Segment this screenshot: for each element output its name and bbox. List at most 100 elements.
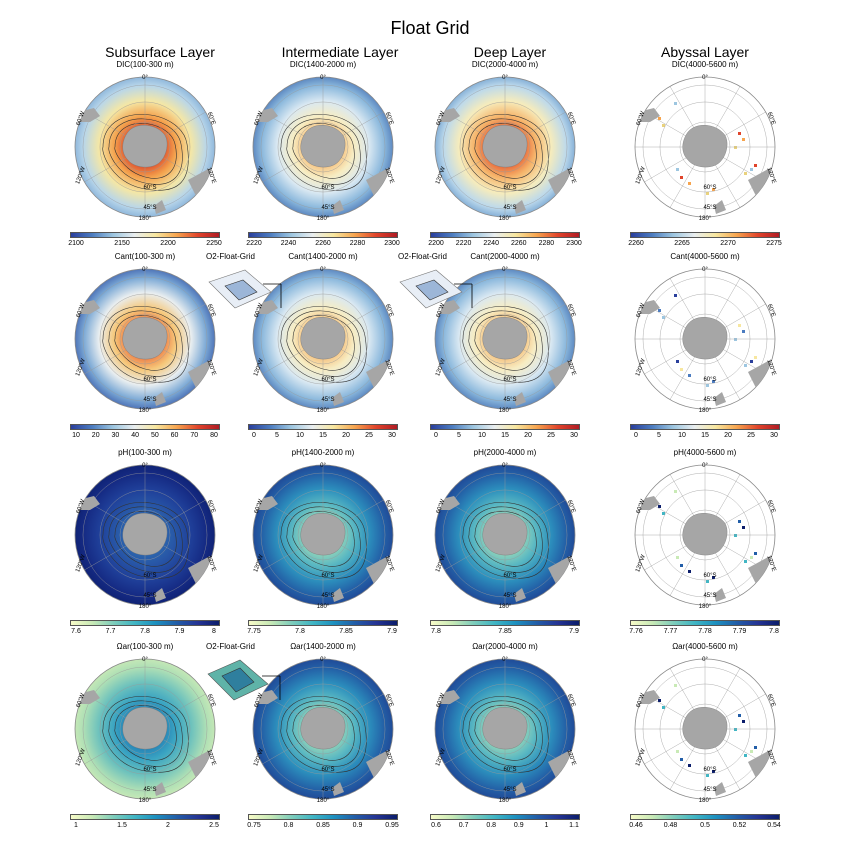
- colorbar-tick-label: 0.9: [513, 822, 524, 829]
- panel-label: Cant(100-300 m): [114, 252, 176, 261]
- float-grid-cell: [662, 706, 665, 709]
- meridian-label-120e: 120°E: [205, 749, 216, 766]
- latitude-label-60s: 60°S: [321, 573, 334, 579]
- colorbar: 2200 2220 2240 2260 2280 2300: [428, 232, 582, 256]
- meridian-label-120e: 120°E: [205, 167, 216, 184]
- polar-map: 0° 180° 60°W 120°W 60°E 120°E 60°S 45°S: [634, 463, 777, 610]
- colorbar-tick-label: 0.52: [732, 822, 747, 829]
- meridian-label-0: 0°: [502, 463, 508, 469]
- float-grid-cell: [742, 720, 745, 723]
- float-grid-cell: [734, 338, 737, 341]
- colorbar: 1 1.5 2 2.5: [70, 814, 220, 838]
- colorbar-gradient: [430, 232, 580, 238]
- antarctica-landmass: [122, 125, 168, 168]
- polar-map: 0° 180° 60°W 120°W 60°E 120°E 60°S 45°S: [252, 267, 395, 414]
- meridian-label-0: 0°: [502, 75, 508, 81]
- colorbar-tick-label: 5: [457, 432, 461, 439]
- polar-map: 0° 180° 60°W 120°W 60°E 120°E 60°S 45°S: [634, 75, 777, 222]
- new-zealand-landmass: [714, 782, 726, 796]
- meridian-label-120e: 120°E: [565, 167, 576, 184]
- polar-map: 0° 180° 60°W 120°W 60°E 120°E 60°S 45°S: [434, 75, 577, 222]
- meridian-label-0: 0°: [502, 267, 508, 273]
- panel-label: DIC(100-300 m): [116, 60, 174, 69]
- front-contour: [292, 123, 355, 179]
- antarctica-landmass: [482, 513, 528, 556]
- meridian-label-180: 180°: [317, 408, 330, 414]
- meridian-label-60e: 60°E: [384, 303, 394, 317]
- column-header-deep: Deep Layer: [473, 44, 547, 60]
- colorbar-tick-label: 2100: [68, 240, 84, 247]
- float-grid-cell: [738, 132, 741, 135]
- panel-label: Ωar(100-300 m): [116, 642, 174, 651]
- new-zealand-landmass: [332, 200, 344, 214]
- meridian-label-120w: 120°W: [435, 554, 447, 573]
- colorbar-tick-label: 25: [747, 432, 755, 439]
- colorbar-tick-label: 0.54: [767, 822, 781, 829]
- colorbar-tick-label: 0.9: [352, 822, 363, 829]
- float-grid-cell: [706, 192, 709, 195]
- meridian-label-60e: 60°E: [206, 499, 216, 513]
- meridian-label-60e: 60°E: [384, 693, 394, 707]
- colorbar: 2220 2240 2260 2280 2300: [246, 232, 400, 256]
- latitude-label-60s: 60°S: [703, 573, 716, 579]
- meridian-label-60w: 60°W: [636, 302, 647, 318]
- meridian-label-180: 180°: [139, 216, 152, 222]
- meridian-label-0: 0°: [320, 267, 326, 273]
- meridian-label-60w: 60°W: [254, 302, 265, 318]
- meridian-label-180: 180°: [139, 798, 152, 804]
- float-grid-cell: [750, 360, 753, 363]
- latitude-label-60s: 60°S: [321, 185, 334, 191]
- float-grid-cell: [750, 750, 753, 753]
- colorbar-tick-label: 2240: [483, 240, 499, 247]
- float-grid-cell: [712, 770, 715, 773]
- front-contour: [108, 310, 183, 377]
- colorbar-tick-label: 30: [388, 432, 396, 439]
- meridian-label-0: 0°: [702, 657, 708, 663]
- float-grid-cell: [662, 124, 665, 127]
- colorbar-tick-label: 7.85: [339, 628, 353, 635]
- front-contour: [108, 700, 183, 767]
- polar-map: 0° 180° 60°W 120°W 60°E 120°E 60°S 45°S: [434, 267, 577, 414]
- latitude-label-60s: 60°S: [143, 185, 156, 191]
- meridian-label-180: 180°: [699, 604, 712, 610]
- antarctica-landmass: [122, 513, 168, 556]
- float-grid-cell: [754, 356, 757, 359]
- colorbar: 0.6 0.7 0.8 0.9 1 1.1: [430, 814, 580, 838]
- latitude-label-45s: 45°S: [321, 593, 334, 599]
- front-contour: [108, 506, 183, 573]
- float-grid-cell: [688, 182, 691, 185]
- colorbar-tick-label: 0.7: [458, 822, 469, 829]
- colorbar-gradient: [630, 232, 780, 238]
- meridian-label-60w: 60°W: [76, 110, 87, 126]
- polar-map: 0° 180° 60°W 120°W 60°E 120°E 60°S 45°S: [634, 657, 777, 804]
- o2-float-grid-inset-b: [399, 269, 473, 309]
- meridian-label-120e: 120°E: [383, 555, 394, 572]
- float-grid-cell: [688, 374, 691, 377]
- colorbar-tick-label: 7.8: [769, 628, 779, 635]
- latitude-label-45s: 45°S: [703, 787, 716, 793]
- panel-label: Cant(1400-2000 m): [288, 252, 358, 261]
- colorbar-gradient: [630, 620, 780, 626]
- antarctica-landmass: [682, 513, 728, 556]
- meridian-label-60w: 60°W: [636, 692, 647, 708]
- meridian-label-120e: 120°E: [565, 749, 576, 766]
- colorbar-gradient: [630, 814, 780, 820]
- panel-label: Cant(2000-4000 m): [470, 252, 540, 261]
- meridian-label-60e: 60°E: [206, 693, 216, 707]
- meridian-label-120e: 120°E: [205, 555, 216, 572]
- colorbar-tick-label: 10: [72, 432, 80, 439]
- meridian-label-60e: 60°E: [206, 111, 216, 125]
- front-contour: [474, 511, 537, 567]
- new-zealand-landmass: [514, 782, 526, 796]
- colorbar-gradient: [248, 814, 398, 820]
- colorbar-tick-label: 0.6: [431, 822, 441, 829]
- float-grid-cell: [742, 138, 745, 141]
- antarctica-landmass: [682, 317, 728, 360]
- meridian-label-0: 0°: [320, 463, 326, 469]
- antarctica-landmass: [482, 707, 528, 750]
- meridian-label-180: 180°: [139, 408, 152, 414]
- float-grid-cell: [712, 576, 715, 579]
- colorbar-gradient: [70, 232, 220, 238]
- latitude-label-45s: 45°S: [503, 205, 516, 211]
- colorbar-gradient: [70, 620, 220, 626]
